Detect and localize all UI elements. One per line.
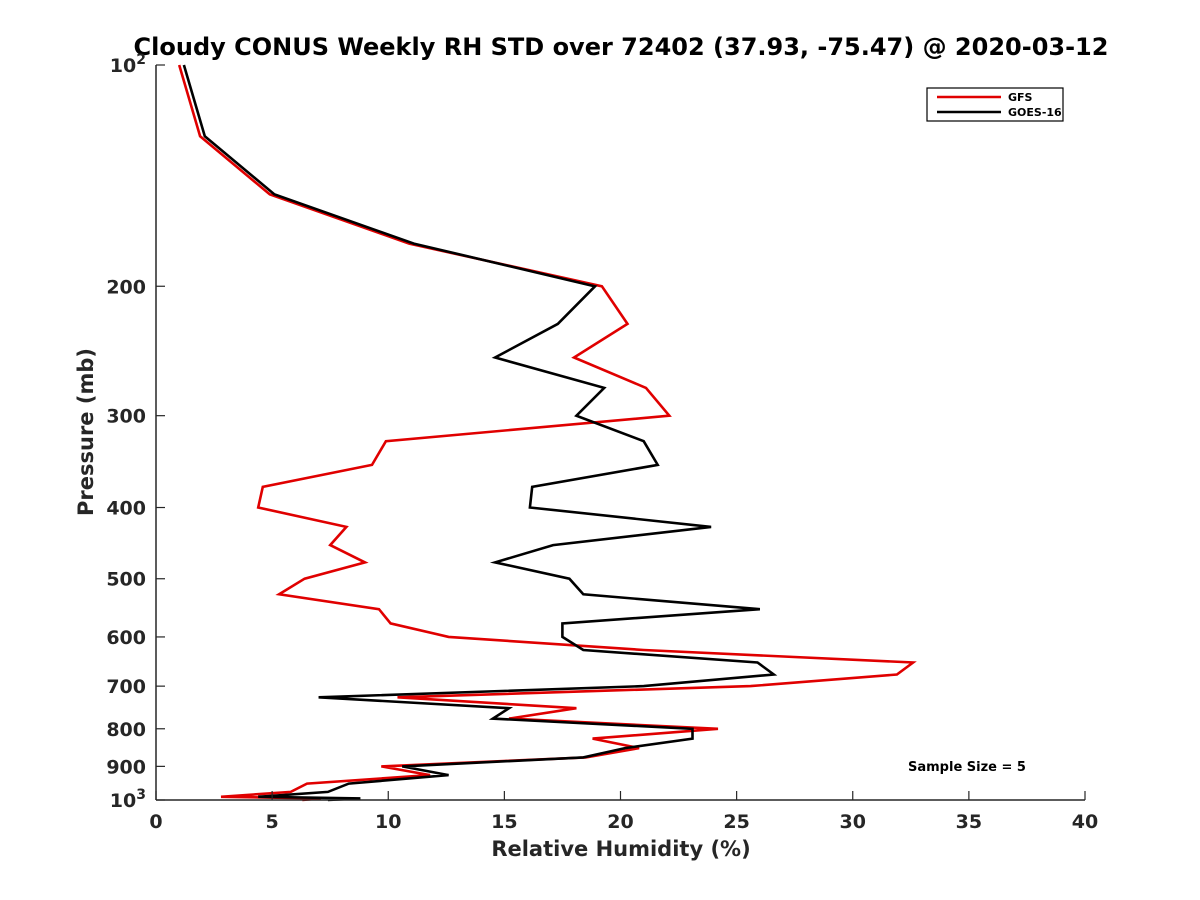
x-tick-label: 20	[607, 811, 633, 833]
y-tick-label: 102	[110, 52, 146, 77]
legend-label-gfs: GFS	[1008, 91, 1033, 104]
x-tick-label: 10	[375, 811, 401, 833]
y-tick-label: 300	[106, 406, 146, 428]
y-tick-label: 200	[106, 276, 146, 298]
x-axis-label: Relative Humidity (%)	[491, 837, 750, 861]
x-tick-label: 15	[491, 811, 517, 833]
chart-title: Cloudy CONUS Weekly RH STD over 72402 (3…	[134, 33, 1109, 61]
sample-size-annotation: Sample Size = 5	[908, 760, 1026, 775]
x-tick-label: 35	[956, 811, 982, 833]
y-tick-label: 800	[106, 719, 146, 741]
series-layer	[177, 64, 917, 802]
y-axis-ticks: 102 200 300 400 500 600 700 800 900 103	[106, 52, 165, 812]
x-tick-label: 30	[840, 811, 866, 833]
x-tick-label: 0	[149, 811, 162, 833]
y-tick-label: 400	[106, 498, 146, 520]
x-tick-label: 25	[723, 811, 749, 833]
legend: GFS GOES-16	[926, 87, 1064, 122]
y-tick-label: 500	[106, 569, 146, 591]
plot-area: 0 5 10 15 20 25 30 35 40 102 200 300 400 500 600 700 80…	[106, 52, 1098, 833]
y-tick-label: 900	[106, 756, 146, 778]
x-tick-label: 5	[266, 811, 279, 833]
x-axis-ticks: 0 5 10 15 20 25 30 35 40	[149, 791, 1098, 833]
y-tick-label: 700	[106, 676, 146, 698]
x-tick-label: 40	[1072, 811, 1098, 833]
legend-box	[926, 87, 1064, 122]
legend-label-goes16: GOES-16	[1008, 106, 1062, 119]
series-line-goes16	[182, 64, 778, 802]
y-tick-label: 600	[106, 627, 146, 649]
y-axis-label: Pressure (mb)	[74, 348, 98, 516]
y-tick-label: 103	[110, 787, 146, 812]
